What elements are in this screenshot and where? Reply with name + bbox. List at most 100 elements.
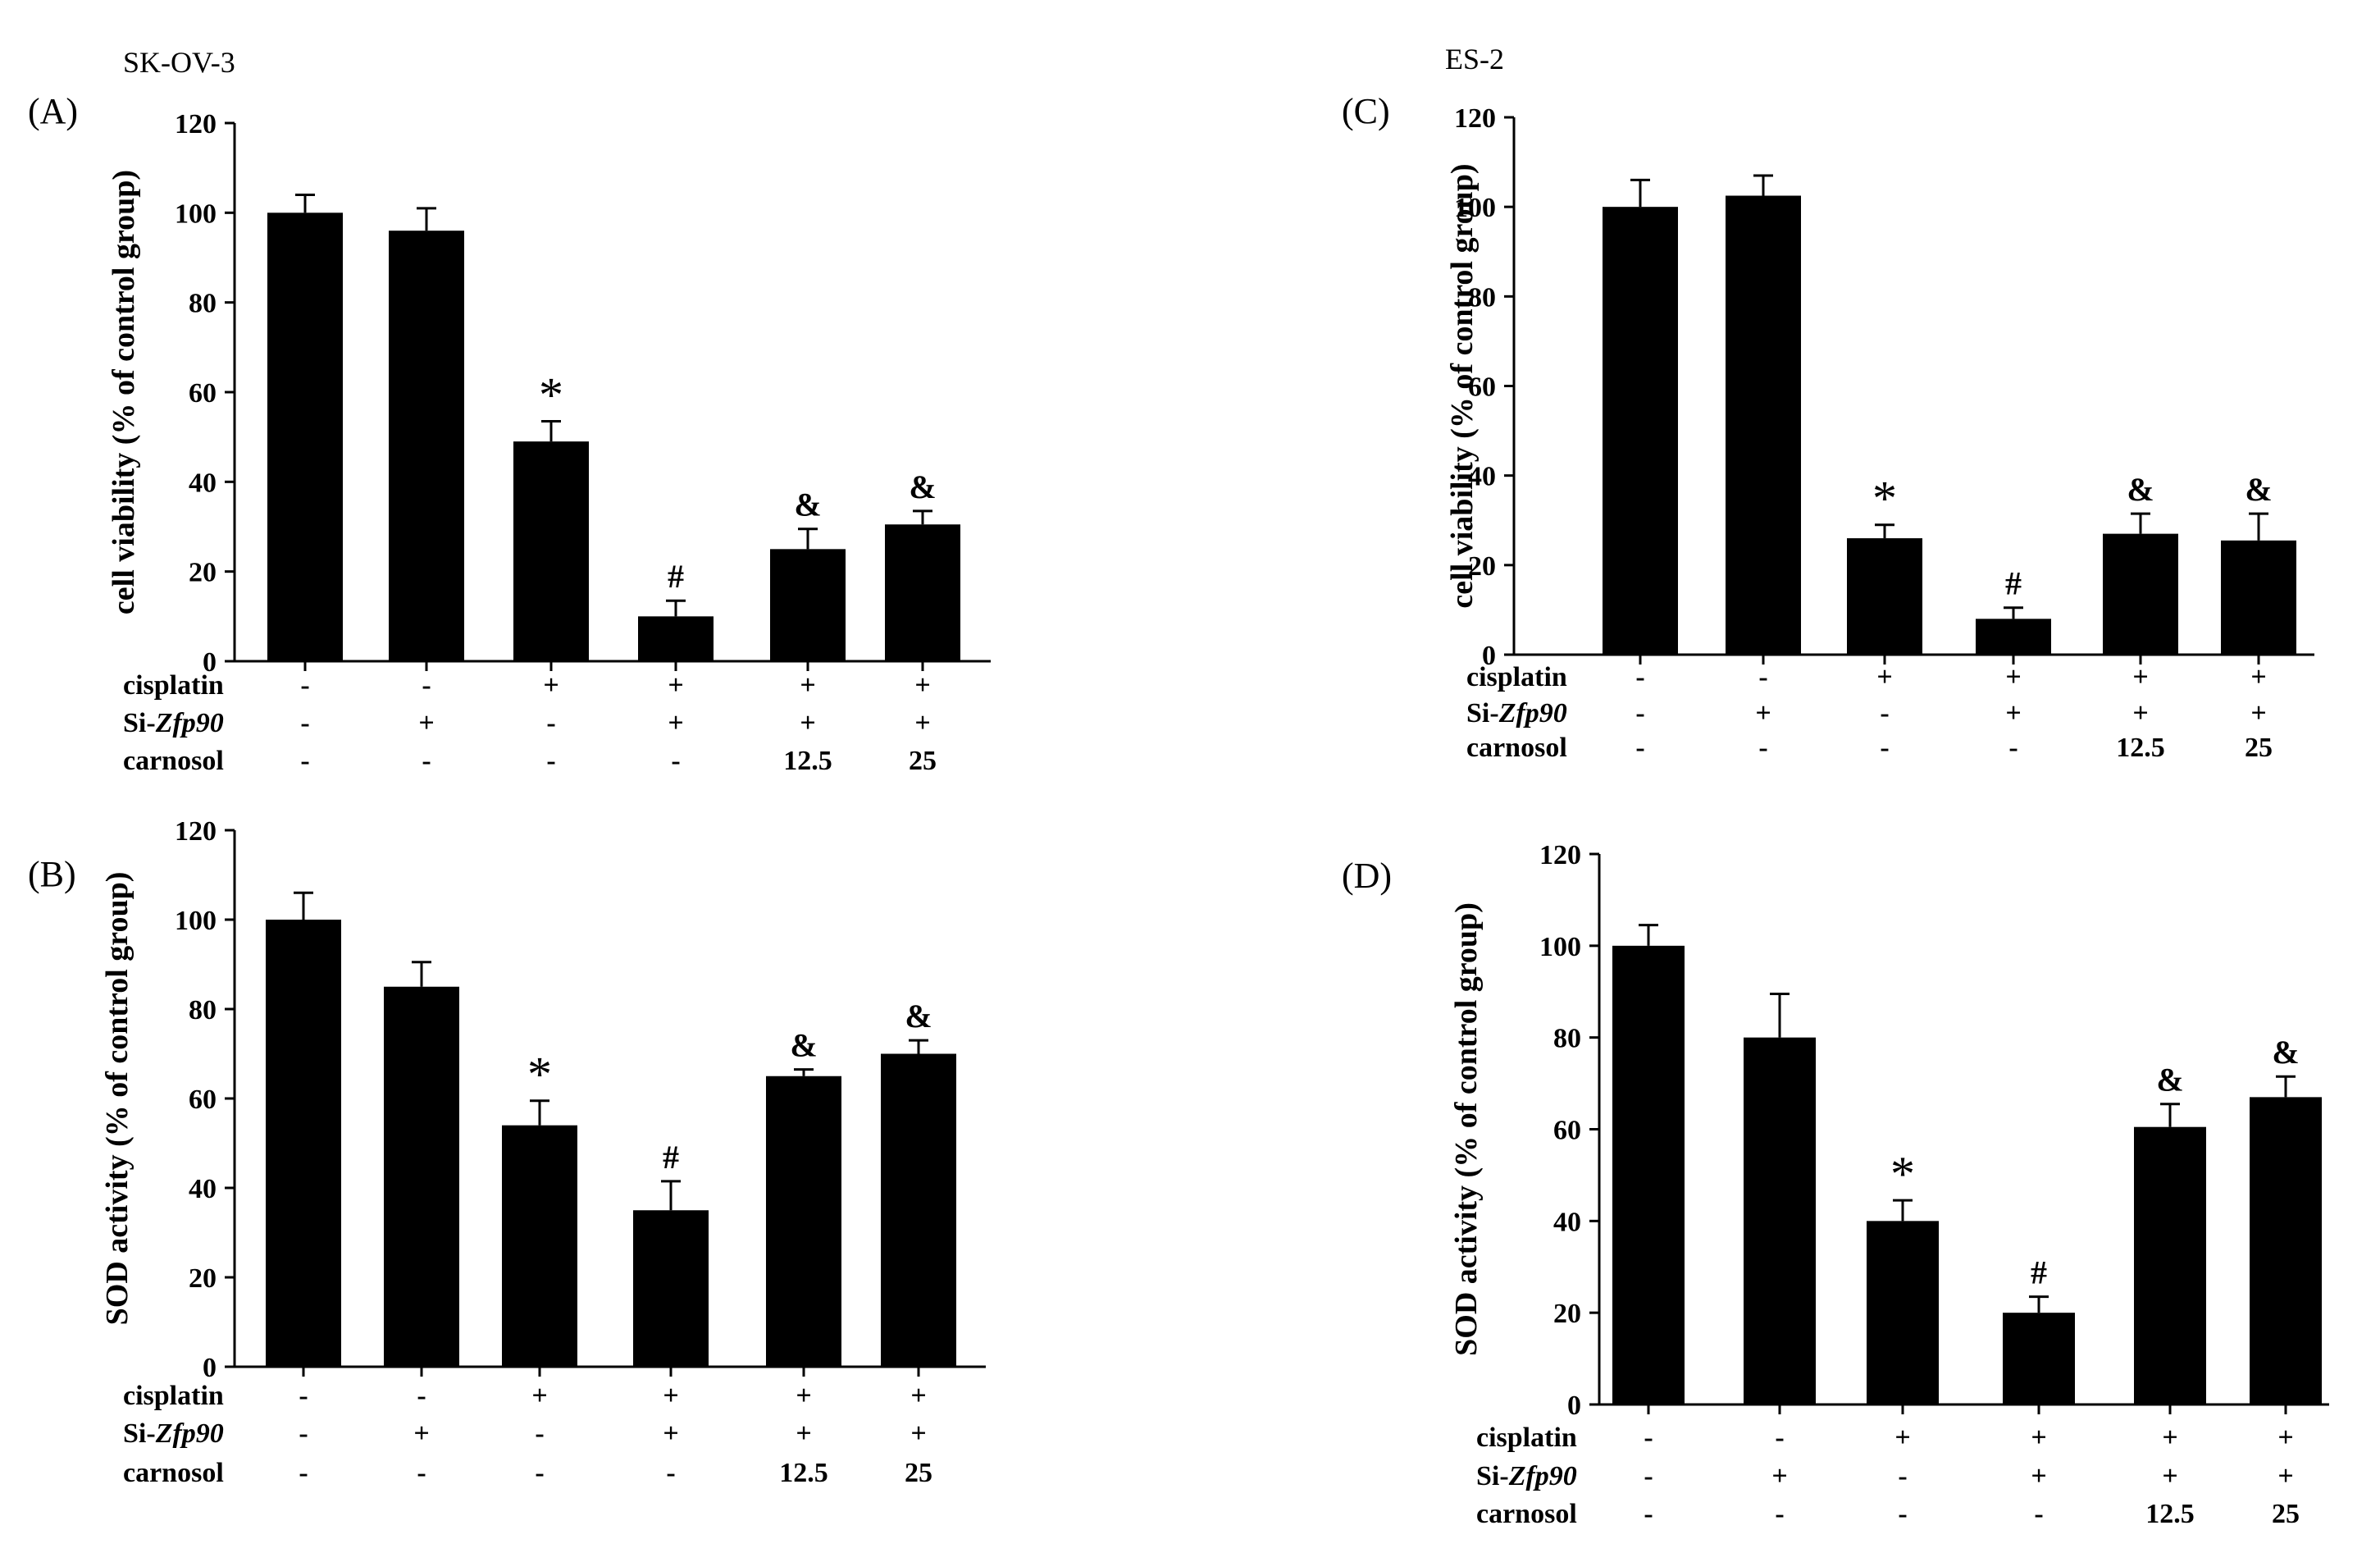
condition-label-text: carnosol — [123, 1458, 224, 1488]
condition-label-text: Si- — [123, 708, 156, 738]
condition-value: + — [2250, 698, 2266, 728]
y-tick-label: 0 — [203, 647, 217, 678]
panel-label: (B) — [28, 854, 76, 894]
condition-label-italic: Zfp90 — [155, 1418, 224, 1449]
condition-value: + — [1876, 662, 1892, 692]
condition-value: + — [418, 708, 434, 738]
y-tick-label: 120 — [1539, 840, 1581, 870]
condition-value: - — [299, 1458, 308, 1488]
condition-value: - — [1898, 1461, 1907, 1491]
condition-value: + — [1755, 698, 1771, 728]
significance-marker: * — [1890, 1147, 1915, 1201]
condition-label-text: Si- — [1466, 698, 1499, 728]
y-tick-label: 0 — [1567, 1391, 1581, 1421]
y-tick-label: 80 — [189, 995, 217, 1025]
y-tick-label: 40 — [1553, 1207, 1581, 1237]
condition-label-text: carnosol — [1476, 1499, 1577, 1529]
condition-value: + — [2031, 1461, 2046, 1491]
condition-value: - — [546, 708, 555, 738]
condition-value: + — [910, 1418, 926, 1449]
condition-value: + — [796, 1381, 811, 1411]
y-tick-label: 60 — [1468, 372, 1496, 403]
condition-value: + — [1894, 1423, 1910, 1453]
condition-value: - — [300, 670, 309, 701]
condition-value: + — [2162, 1423, 2177, 1453]
condition-value: + — [2250, 662, 2266, 692]
panel-label: (A) — [28, 91, 78, 131]
condition-value: + — [910, 1381, 926, 1411]
condition-value: - — [417, 1381, 426, 1411]
condition-value: + — [2132, 698, 2148, 728]
condition-value: 12.5 — [2116, 733, 2165, 763]
bar — [502, 1125, 577, 1367]
y-tick-label: 20 — [189, 1263, 217, 1294]
condition-value: + — [543, 670, 559, 701]
bar — [267, 212, 343, 661]
y-tick-label: 100 — [175, 906, 217, 936]
condition-value: - — [1635, 662, 1644, 692]
y-tick-label: 120 — [175, 816, 217, 847]
condition-value: - — [422, 670, 431, 701]
condition-value: + — [914, 708, 930, 738]
bar — [885, 524, 960, 661]
condition-value: 12.5 — [2145, 1499, 2195, 1529]
condition-value: - — [2008, 733, 2018, 763]
condition-value: + — [796, 1418, 811, 1449]
condition-value: + — [2005, 698, 2021, 728]
condition-value: - — [1898, 1499, 1907, 1529]
condition-value: + — [2005, 662, 2021, 692]
y-tick-label: 80 — [189, 289, 217, 319]
condition-value: - — [535, 1418, 544, 1449]
condition-row-label: cisplatin — [1476, 1423, 1577, 1453]
bar — [2134, 1126, 2206, 1404]
bar — [2221, 540, 2296, 655]
cell-line-title-right: ES-2 — [1445, 43, 1504, 75]
condition-label-text: cisplatin — [123, 1381, 224, 1411]
bar — [513, 441, 589, 661]
condition-value: + — [914, 670, 930, 701]
y-tick-label: 60 — [189, 378, 217, 409]
condition-value: + — [800, 708, 815, 738]
significance-marker: & — [2245, 471, 2272, 508]
condition-value: - — [535, 1458, 544, 1488]
condition-value: - — [1644, 1499, 1653, 1529]
y-axis-label: cell viability (% of control group) — [1445, 163, 1480, 608]
y-tick-label: 0 — [1482, 641, 1496, 671]
condition-value: + — [668, 670, 683, 701]
bar — [1726, 195, 1801, 655]
bar — [1603, 207, 1678, 655]
y-tick-label: 120 — [175, 109, 217, 139]
condition-value: - — [300, 708, 309, 738]
condition-value: + — [2031, 1423, 2046, 1453]
bar — [389, 231, 464, 661]
condition-label-text: Si- — [1476, 1461, 1509, 1491]
condition-row-label: cisplatin — [123, 1381, 224, 1411]
condition-value: - — [2034, 1499, 2043, 1529]
significance-marker: & — [794, 486, 821, 523]
bar — [1976, 619, 2051, 655]
chart-panel-c: (C) 0 20 40 60 80 100 120 cell viability (% of c… — [1342, 91, 2314, 763]
condition-row-label: Si-Zfp90 — [123, 1418, 224, 1449]
condition-row-label: Si-Zfp90 — [1466, 698, 1567, 728]
significance-marker: # — [2005, 565, 2022, 602]
condition-row-label: cisplatin — [1466, 662, 1567, 692]
condition-value: 25 — [2245, 733, 2273, 763]
chart-panel-b: (B) 0 20 40 60 80 100 120 SOD activity (% of con… — [28, 816, 986, 1488]
significance-marker: & — [909, 468, 936, 505]
condition-label-text: carnosol — [1466, 733, 1567, 763]
condition-row-label: Si-Zfp90 — [1476, 1461, 1577, 1491]
bar — [638, 616, 714, 661]
condition-value: - — [1644, 1423, 1653, 1453]
condition-value: - — [1775, 1423, 1784, 1453]
y-tick-label: 100 — [1454, 193, 1496, 223]
y-tick-label: 40 — [189, 1174, 217, 1204]
y-tick-label: 100 — [175, 199, 217, 229]
condition-row-label: carnosol — [1476, 1499, 1577, 1529]
condition-value: - — [1758, 733, 1767, 763]
condition-row-label: carnosol — [1466, 733, 1567, 763]
bar — [766, 1076, 841, 1367]
y-tick-label: 60 — [1553, 1116, 1581, 1146]
significance-marker: * — [527, 1048, 552, 1102]
y-tick-label: 20 — [189, 558, 217, 588]
condition-value: 12.5 — [783, 746, 832, 776]
